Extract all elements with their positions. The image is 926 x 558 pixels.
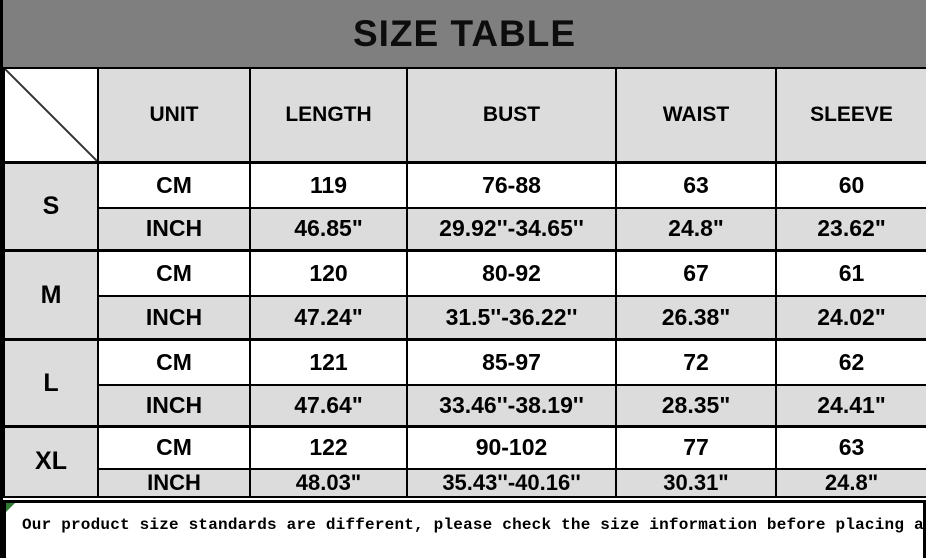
cell-unit: CM [97, 249, 251, 297]
column-header-unit: UNIT [97, 67, 251, 164]
size-label-m: M [3, 249, 99, 341]
cell-waist: 72 [615, 338, 777, 386]
cell-unit: INCH [97, 467, 251, 498]
cell-sleeve: 60 [775, 161, 926, 209]
table-row: INCH 47.64" 33.46''-38.19'' 28.35" 24.41… [4, 383, 926, 428]
footer-note-text: Our product size standards are different… [22, 515, 926, 534]
cell-bust: 29.92''-34.65'' [406, 206, 617, 252]
cell-waist: 28.35" [615, 383, 777, 428]
cell-waist: 67 [615, 249, 777, 297]
page-title: SIZE TABLE [352, 12, 577, 54]
cell-length: 120 [249, 249, 408, 297]
cell-waist: 63 [615, 161, 777, 209]
cell-waist: 30.31" [615, 467, 777, 498]
diagonal-line [5, 69, 97, 161]
column-header-waist: WAIST [615, 67, 777, 164]
cell-bust: 90-102 [406, 425, 617, 470]
cell-waist: 26.38" [615, 294, 777, 341]
column-header-bust: BUST [406, 67, 617, 164]
size-label-l: L [3, 338, 99, 428]
cell-length: 122 [249, 425, 408, 470]
cell-sleeve: 62 [775, 338, 926, 386]
size-label-xl: XL [3, 425, 99, 498]
cell-sleeve: 24.02" [775, 294, 926, 341]
table-row: INCH 47.24" 31.5''-36.22'' 26.38" 24.02" [4, 294, 926, 341]
table-row: S CM 119 76-88 63 60 [3, 161, 926, 252]
title-bar: SIZE TABLE [3, 0, 926, 67]
cell-sleeve: 61 [775, 249, 926, 297]
cell-length: 47.64" [249, 383, 408, 428]
cell-bust: 33.46''-38.19'' [406, 383, 617, 428]
cell-bust: 80-92 [406, 249, 617, 297]
cell-bust: 31.5''-36.22'' [406, 294, 617, 341]
header-row: UNIT LENGTH BUST WAIST SLEEVE [3, 67, 926, 164]
cell-waist: 77 [615, 425, 777, 470]
size-label-s: S [3, 161, 99, 252]
cell-length: 47.24" [249, 294, 408, 341]
cell-sleeve: 63 [775, 425, 926, 470]
table-row: INCH 46.85" 29.92''-34.65'' 24.8" 23.62" [4, 206, 926, 252]
cell-length: 48.03" [249, 467, 408, 498]
cell-waist: 24.8" [615, 206, 777, 252]
cell-unit: CM [97, 425, 251, 470]
size-table: UNIT LENGTH BUST WAIST SLEEVE S CM 119 7… [3, 67, 926, 498]
table-row: XL CM 122 90-102 77 63 [3, 425, 926, 498]
cell-unit: INCH [97, 206, 251, 252]
cell-length: 121 [249, 338, 408, 386]
cell-length: 46.85" [249, 206, 408, 252]
cell-unit: INCH [97, 294, 251, 341]
cell-unit: CM [97, 338, 251, 386]
cell-unit: CM [97, 161, 251, 209]
green-corner-marker-icon [6, 502, 15, 512]
column-header-sleeve: SLEEVE [775, 67, 926, 164]
column-header-length: LENGTH [249, 67, 408, 164]
cell-bust: 85-97 [406, 338, 617, 386]
cell-sleeve: 24.8" [775, 467, 926, 498]
cell-unit: INCH [97, 383, 251, 428]
cell-length: 119 [249, 161, 408, 209]
cell-sleeve: 23.62" [775, 206, 926, 252]
table-row: INCH 48.03" 35.43''-40.16'' 30.31" 24.8" [4, 467, 926, 498]
table-row: M CM 120 80-92 67 61 [3, 249, 926, 341]
footer-note-box: Our product size standards are different… [3, 499, 926, 558]
diagonal-header-cell [3, 67, 99, 164]
table-row: L CM 121 85-97 72 62 [3, 338, 926, 428]
cell-bust: 35.43''-40.16'' [406, 467, 617, 498]
cell-bust: 76-88 [406, 161, 617, 209]
cell-sleeve: 24.41" [775, 383, 926, 428]
